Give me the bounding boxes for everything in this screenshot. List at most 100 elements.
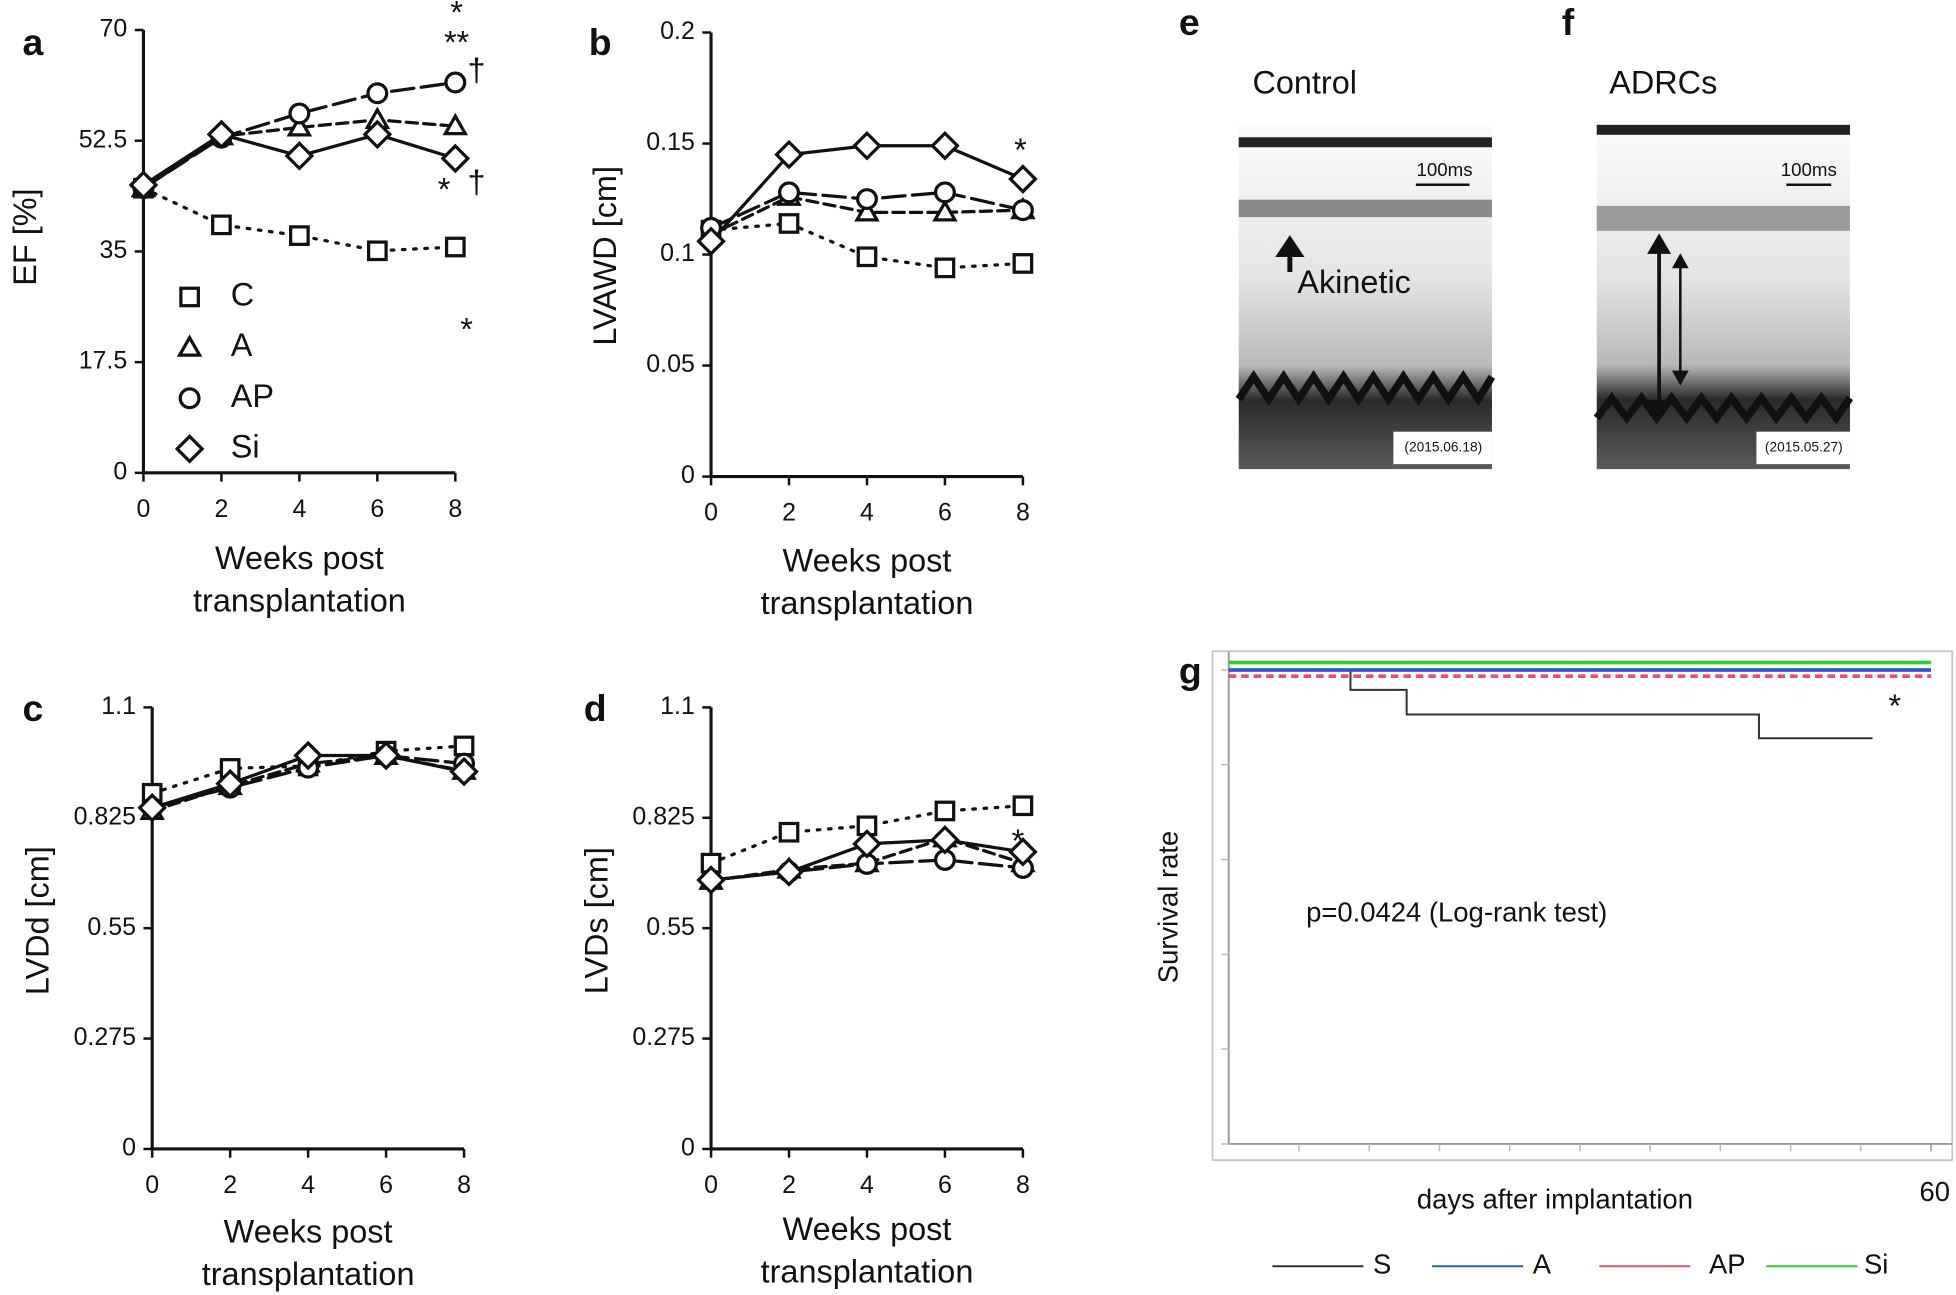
y-tick-label: 0 [122,1134,136,1162]
y-tick-label: 0 [681,1134,695,1162]
marker [852,130,882,161]
marker [930,825,960,855]
echo-panel-e: e Control 100ms Akinetic (2015.06.18) [1179,1,1496,470]
date-box [1756,431,1850,465]
legend-label: S [1373,1248,1391,1279]
marker [696,226,726,256]
panel-label: a [22,21,44,63]
marker [371,740,401,771]
marker [1011,199,1034,222]
echo-wave [1235,370,1496,407]
echo-image [1238,124,1492,470]
annotation: ** [444,25,470,61]
marker [206,119,237,150]
plot-frame [1211,650,1954,1162]
legend-marker [174,434,205,464]
x-tick-label: 6 [938,1171,952,1199]
annotation: † [468,52,486,88]
image-title: ADRCs [1609,64,1717,100]
marker [774,857,804,887]
x-axis-title-box: Weeks post transplantation [201,1212,415,1293]
echo-panel-f: f ADRCs 100ms (2015.05.27) [1562,1,1854,470]
image-title: Control [1252,64,1357,100]
marker [934,800,956,822]
marker [128,170,159,200]
marker [696,865,726,895]
x-tick-label: 0 [704,1171,718,1199]
marker [1008,164,1038,194]
y-tick-label: 0.05 [646,350,695,378]
marker [854,199,880,222]
legend-label: AP [231,378,274,414]
annotation: * [438,172,451,208]
annotation: * [1889,688,1902,724]
marker [778,821,800,843]
y-tick-label: 52.5 [79,125,128,153]
y-axis-title: LVDd [cm] [19,846,55,995]
x-axis-title-box: Weeks post transplantation [193,539,406,619]
marker [442,112,469,136]
marker [449,756,479,787]
annotation: † [468,164,486,200]
y-axis-title: LVAWD [cm] [587,166,623,346]
x-tick-label: 6 [379,1171,393,1199]
legend-label: A [1533,1248,1552,1279]
legend-label: A [231,327,253,363]
x-axis-title: Weeks post transplantation [760,541,974,622]
marker [934,257,956,279]
x-tick-label: 2 [782,1171,796,1199]
x-tick-label: 4 [292,495,306,523]
y-tick-label: 0.825 [74,802,136,830]
date-label: (2015.06.18) [1404,440,1482,455]
echo-wave [1593,391,1854,425]
x-axis-title: days after implantation [1417,1184,1693,1215]
marker [289,225,310,246]
panel-label: d [584,687,607,729]
panel-label: b [589,21,612,63]
x-axis-title-box: Weeks post transplantation [760,541,974,622]
series-line [141,186,457,253]
marker [1012,795,1034,817]
annotation: * [460,311,473,347]
x-axis-title: Weeks post transplantation [760,1210,974,1290]
marker [856,246,878,268]
date-label: (2015.05.27) [1765,440,1843,455]
double-arrow [1647,233,1672,421]
marker [286,114,313,137]
y-tick-label: 70 [99,15,127,43]
echo-band [1238,137,1492,148]
x-tick-label: 8 [1016,499,1030,527]
x-tick-label: 6 [370,495,384,523]
x-axis-title: Weeks post transplantation [201,1212,415,1293]
x-axis-title-box: Weeks post transplantation [760,1210,974,1290]
series-line [141,80,457,190]
y-tick-label: 0.55 [87,913,136,941]
y-tick-label: 0.275 [74,1023,136,1051]
annotation: Akinetic [1297,264,1411,300]
survival-line [1228,668,1873,740]
legend-marker [178,387,201,410]
x-tick-label: 4 [301,1171,315,1199]
arrow [1275,235,1305,273]
annotation: p=0.0424 (Log-rank test) [1306,897,1607,928]
x-tick-label: 60 [1920,1176,1951,1207]
series-line [709,804,1025,865]
marker [288,102,311,125]
marker [440,143,471,174]
legend-label: AP [1709,1248,1746,1279]
annotation: * [450,0,463,31]
marker [284,141,315,171]
x-tick-label: 0 [145,1171,159,1199]
scale-label: 100ms [1416,159,1472,180]
x-tick-label: 8 [457,1171,471,1199]
x-tick-label: 2 [782,499,796,527]
echo-band [1238,199,1492,218]
x-tick-label: 2 [214,495,228,523]
legend-label: Si [1864,1248,1888,1279]
x-tick-label: 4 [860,1171,874,1199]
x-tick-label: 4 [860,499,874,527]
y-axis-title: EF [%] [7,188,43,285]
marker [855,188,878,211]
marker [362,119,393,150]
date-box [1393,431,1492,465]
